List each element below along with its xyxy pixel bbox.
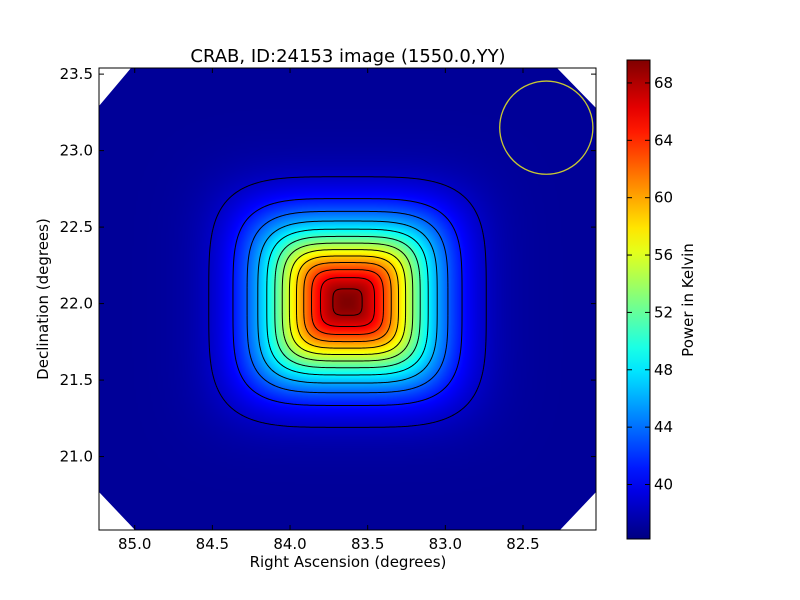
y-tick-label: 21.5 (60, 371, 93, 389)
colorbar-ticks: 40 44 48 52 56 60 64 68 (627, 74, 673, 494)
contour-lines (208, 176, 487, 428)
colorbar-frame (626, 59, 651, 540)
contour-level-11 (319, 277, 376, 327)
x-axis-ticks: 85.0 84.5 84.0 83.5 83.0 82.5 (118, 68, 540, 553)
y-tick-label: 23.0 (60, 142, 93, 160)
y-tick-label: 22.5 (60, 218, 93, 236)
y-axis-ticks: 21.0 21.5 22.0 22.5 23.0 23.5 (60, 65, 596, 466)
x-tick-label: 85.0 (118, 535, 151, 553)
contour-level-7 (288, 249, 407, 356)
y-tick-label: 22.0 (60, 295, 93, 313)
x-tick-label: 83.5 (351, 535, 384, 553)
colorbar-tick-label: 48 (654, 361, 673, 379)
contour-level-9 (303, 262, 392, 343)
contour-level-12 (332, 288, 363, 316)
colorbar-tick-label: 56 (654, 246, 673, 264)
colorbar-tick-label: 68 (654, 74, 673, 92)
x-tick-label: 84.5 (196, 535, 229, 553)
contour-level-6 (281, 242, 414, 362)
contour-level-10 (311, 269, 384, 336)
colorbar-tick-label: 44 (654, 418, 673, 436)
contour-level-3 (257, 220, 438, 384)
contour-level-4 (266, 228, 429, 376)
chart-title: CRAB, ID:24153 image (1550.0,YY) (190, 46, 505, 67)
x-tick-label: 82.5 (506, 535, 539, 553)
contour-level-2 (246, 210, 449, 394)
colorbar-label: Power in Kelvin (679, 243, 697, 357)
colorbar-tick-label: 64 (654, 131, 673, 149)
colorbar-tick-label: 52 (654, 303, 673, 321)
corner-mask-top-right (557, 68, 596, 108)
y-tick-label: 21.0 (60, 448, 93, 466)
corner-mask-bottom-left (99, 492, 135, 530)
plot-area: 85.0 84.5 84.0 83.5 83.0 82.5 21.0 21.5 22.0 22.… (60, 65, 597, 553)
x-tick-label: 84.0 (273, 535, 306, 553)
beam-circle (499, 80, 594, 175)
y-axis-label: Declination (degrees) (34, 218, 52, 380)
colorbar-gradient (627, 60, 650, 539)
y-tick-label: 23.5 (60, 65, 93, 83)
x-axis-label: Right Ascension (degrees) (250, 553, 447, 571)
contour-level-1 (232, 198, 463, 406)
colorbar-tick-label: 40 (654, 476, 673, 494)
contour-level-5 (274, 235, 421, 369)
heatmap (99, 68, 596, 530)
heatmap-image (99, 68, 596, 530)
corner-mask-bottom-right (560, 492, 596, 530)
colorbar: 40 44 48 52 56 60 64 68 Power in Kelvin (626, 59, 697, 540)
corner-mask-top-left (99, 68, 131, 106)
plot-frame (98, 67, 597, 531)
colorbar-tick-label: 60 (654, 189, 673, 207)
x-tick-label: 83.0 (429, 535, 462, 553)
contour-level-0 (208, 176, 487, 428)
contour-level-8 (295, 255, 400, 349)
